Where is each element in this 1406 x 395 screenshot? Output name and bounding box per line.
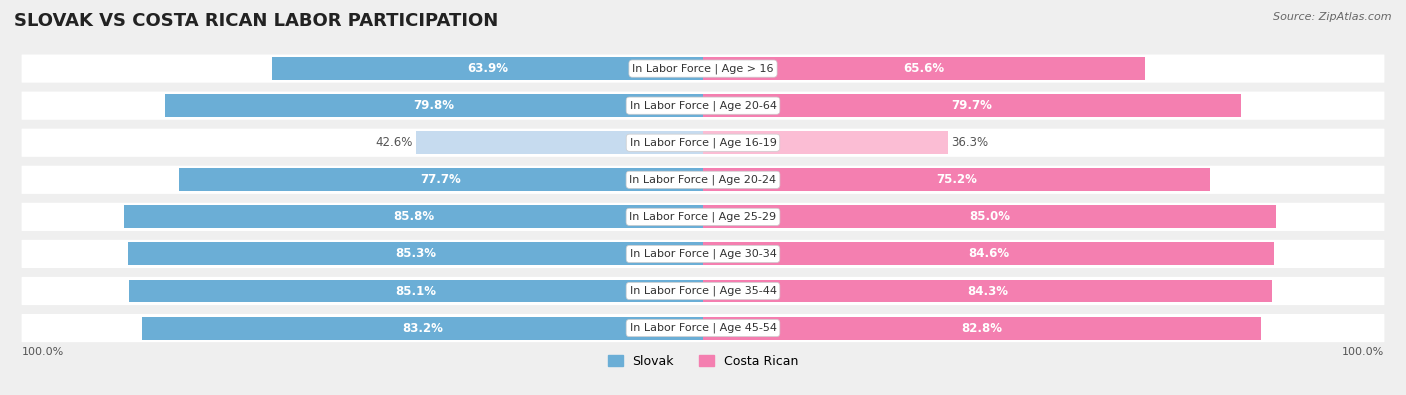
Bar	[703, 316, 1261, 340]
FancyBboxPatch shape	[21, 166, 1385, 194]
FancyBboxPatch shape	[21, 240, 1385, 268]
Text: 85.1%: 85.1%	[395, 284, 436, 297]
Text: In Labor Force | Age 35-44: In Labor Force | Age 35-44	[630, 286, 776, 296]
Text: 65.6%: 65.6%	[904, 62, 945, 75]
Text: 85.8%: 85.8%	[394, 211, 434, 223]
Bar	[165, 94, 703, 117]
Text: 85.0%: 85.0%	[969, 211, 1010, 223]
Text: 63.9%: 63.9%	[467, 62, 508, 75]
Text: In Labor Force | Age > 16: In Labor Force | Age > 16	[633, 63, 773, 74]
Text: 79.7%: 79.7%	[952, 99, 993, 112]
Text: In Labor Force | Age 45-54: In Labor Force | Age 45-54	[630, 323, 776, 333]
Bar	[129, 280, 703, 303]
Text: 84.3%: 84.3%	[967, 284, 1008, 297]
Bar	[703, 243, 1274, 265]
Text: 85.3%: 85.3%	[395, 247, 436, 260]
Bar	[179, 168, 703, 191]
Bar	[124, 205, 703, 228]
Text: 83.2%: 83.2%	[402, 322, 443, 335]
Text: In Labor Force | Age 16-19: In Labor Force | Age 16-19	[630, 137, 776, 148]
Bar	[703, 131, 948, 154]
Text: In Labor Force | Age 25-29: In Labor Force | Age 25-29	[630, 212, 776, 222]
Text: In Labor Force | Age 20-64: In Labor Force | Age 20-64	[630, 100, 776, 111]
FancyBboxPatch shape	[21, 55, 1385, 83]
Text: In Labor Force | Age 30-34: In Labor Force | Age 30-34	[630, 249, 776, 259]
Bar	[703, 168, 1211, 191]
Bar	[703, 280, 1271, 303]
Text: 36.3%: 36.3%	[952, 136, 988, 149]
FancyBboxPatch shape	[21, 129, 1385, 157]
Text: 75.2%: 75.2%	[936, 173, 977, 186]
Text: 100.0%: 100.0%	[1341, 347, 1385, 357]
Bar	[128, 243, 703, 265]
Text: 77.7%: 77.7%	[420, 173, 461, 186]
FancyBboxPatch shape	[21, 92, 1385, 120]
Text: 79.8%: 79.8%	[413, 99, 454, 112]
Text: 82.8%: 82.8%	[962, 322, 1002, 335]
Bar	[271, 57, 703, 80]
FancyBboxPatch shape	[21, 203, 1385, 231]
Text: SLOVAK VS COSTA RICAN LABOR PARTICIPATION: SLOVAK VS COSTA RICAN LABOR PARTICIPATIO…	[14, 12, 498, 30]
Text: 84.6%: 84.6%	[967, 247, 1010, 260]
Text: 42.6%: 42.6%	[375, 136, 412, 149]
Text: In Labor Force | Age 20-24: In Labor Force | Age 20-24	[630, 175, 776, 185]
FancyBboxPatch shape	[21, 314, 1385, 342]
Legend: Slovak, Costa Rican: Slovak, Costa Rican	[603, 350, 803, 372]
Bar	[416, 131, 703, 154]
Bar	[703, 94, 1240, 117]
Bar	[703, 205, 1277, 228]
FancyBboxPatch shape	[21, 277, 1385, 305]
Bar	[142, 316, 703, 340]
Bar	[703, 57, 1146, 80]
Text: Source: ZipAtlas.com: Source: ZipAtlas.com	[1274, 12, 1392, 22]
Text: 100.0%: 100.0%	[21, 347, 65, 357]
